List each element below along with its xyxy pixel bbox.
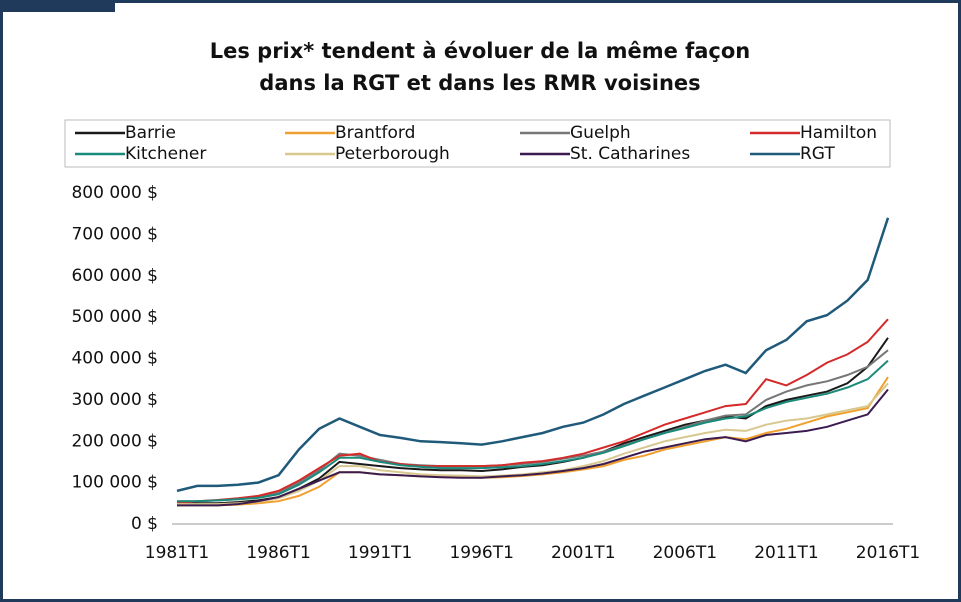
x-tick-label: 1991T1 bbox=[348, 543, 412, 563]
y-tick-label: 100 000 $ bbox=[71, 473, 158, 493]
legend-label: Peterborough bbox=[335, 144, 450, 164]
series-line bbox=[177, 349, 889, 503]
x-tick-label: 1986T1 bbox=[246, 543, 310, 563]
y-tick-label: 300 000 $ bbox=[71, 390, 158, 410]
x-tick-label: 2016T1 bbox=[856, 543, 920, 563]
legend-box bbox=[64, 119, 891, 168]
series-line bbox=[177, 388, 889, 507]
y-tick-label: 0 $ bbox=[131, 514, 158, 534]
tab bbox=[0, 0, 115, 12]
y-tick-label: 700 000 $ bbox=[71, 224, 158, 244]
x-tick-label: 1981T1 bbox=[145, 543, 209, 563]
x-tick-label: 2011T1 bbox=[754, 543, 818, 563]
legend-label: Kitchener bbox=[125, 144, 206, 164]
legend-label: RGT bbox=[800, 144, 835, 164]
series-line bbox=[177, 376, 889, 507]
legend-label: Hamilton bbox=[800, 123, 877, 143]
series-line bbox=[176, 318, 889, 505]
series-line bbox=[176, 217, 890, 493]
y-tick-label: 500 000 $ bbox=[71, 307, 158, 327]
y-tick-label: 200 000 $ bbox=[71, 431, 158, 451]
chart-title: dans la RGT et dans les RMR voisines bbox=[259, 71, 700, 95]
legend-label: Guelph bbox=[570, 123, 631, 143]
series-line bbox=[177, 359, 889, 503]
chart-title: Les prix* tendent à évoluer de la même f… bbox=[210, 39, 751, 63]
legend-label: Brantford bbox=[335, 123, 415, 143]
legend-label: Barrie bbox=[125, 123, 176, 143]
x-tick-label: 1996T1 bbox=[449, 543, 513, 563]
x-tick-label: 2006T1 bbox=[653, 543, 717, 563]
y-tick-label: 600 000 $ bbox=[71, 266, 158, 286]
x-tick-label: 2001T1 bbox=[551, 543, 615, 563]
y-tick-label: 400 000 $ bbox=[71, 349, 158, 369]
legend-label: St. Catharines bbox=[570, 144, 690, 164]
y-tick-label: 800 000 $ bbox=[71, 183, 158, 203]
